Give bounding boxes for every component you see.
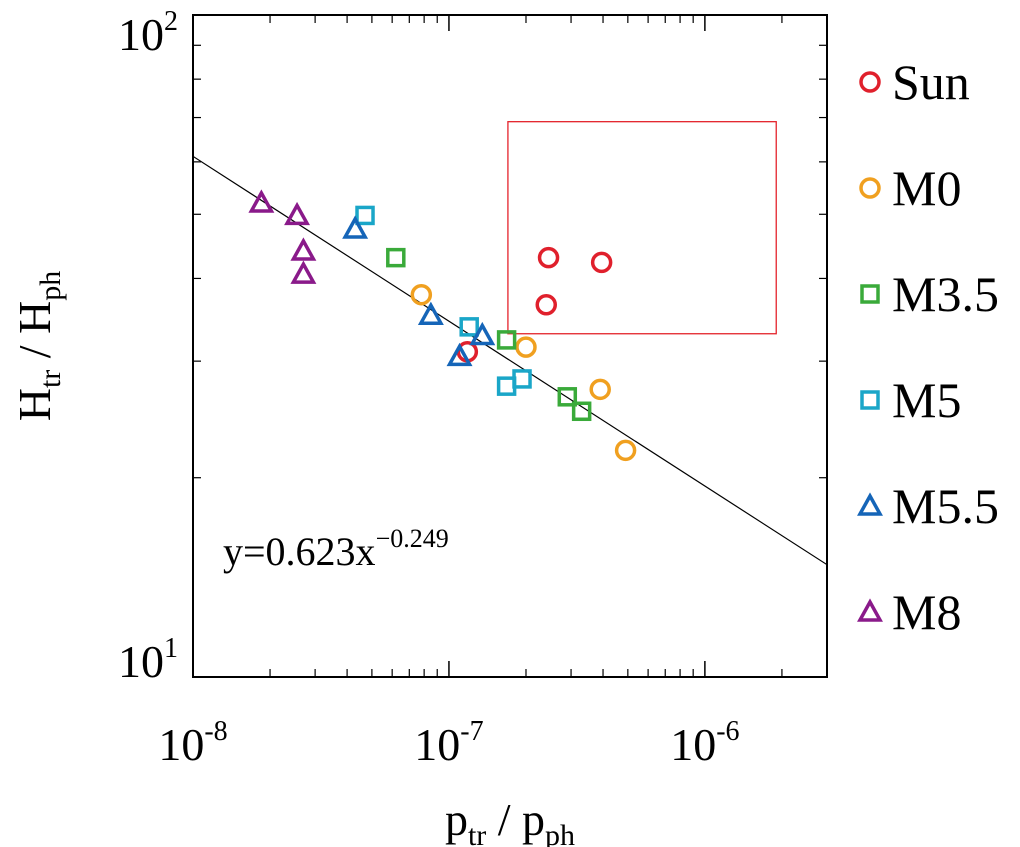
- fit-equation: y=0.623x−0.249: [223, 524, 449, 574]
- legend-marker-m8: [857, 598, 883, 622]
- point-m8: [284, 201, 311, 226]
- fit-equation-exponent: −0.249: [376, 524, 449, 553]
- point-m5: [496, 376, 517, 396]
- legend-item-m5: M5: [860, 372, 961, 428]
- data-points: [248, 189, 637, 462]
- legend-item-m3-5: M3.5: [860, 266, 999, 322]
- highlight-box: [507, 121, 777, 335]
- point-m0: [589, 378, 611, 401]
- point-m5: [355, 205, 375, 226]
- point-m0: [515, 336, 537, 358]
- point-m8: [290, 237, 317, 261]
- x-axis-label: ptr / pph: [445, 794, 575, 847]
- point-m3-5: [557, 387, 578, 407]
- legend-label-m0: M0: [892, 160, 961, 216]
- point-m5-5: [469, 321, 496, 346]
- y-tick-labels: 101 102: [118, 6, 178, 687]
- fit-equation-main: y=0.623x: [223, 529, 376, 574]
- y-axis-label: Htr / Hph: [9, 271, 67, 422]
- point-m5-5: [417, 301, 444, 325]
- point-m5-5: [446, 342, 473, 367]
- point-m3-5: [386, 247, 406, 268]
- legend-label-m3-5: M3.5: [892, 266, 999, 322]
- x-tick-labels: 10-8 10-7 10-6: [158, 716, 739, 770]
- legend-label-m5: M5: [892, 372, 961, 428]
- point-m0: [614, 439, 637, 462]
- x-tick-label: 10-7: [414, 716, 483, 770]
- legend-marker-m5: [860, 390, 880, 410]
- legend-label-m5-5: M5.5: [892, 478, 999, 534]
- legend-label-m8: M8: [892, 584, 961, 640]
- plot-frame: [192, 14, 828, 678]
- y-tick-label: 101: [118, 633, 178, 687]
- x-tick-label: 10-8: [158, 716, 227, 770]
- legend-item-sun: Sun: [859, 54, 970, 110]
- point-sun: [537, 246, 560, 269]
- minor-ticks: [193, 15, 828, 677]
- x-tick-label: 10-6: [670, 716, 739, 770]
- point-m5: [459, 317, 479, 337]
- legend-marker-m3-5: [860, 284, 880, 304]
- legend: Sun M0 M3.5 M5 M5.5 M8: [857, 54, 999, 640]
- point-sun: [535, 294, 558, 316]
- legend-item-m5-5: M5.5: [857, 478, 999, 534]
- point-m3-5: [496, 330, 517, 350]
- legend-item-m8: M8: [857, 584, 961, 640]
- point-m8: [248, 189, 275, 213]
- point-sun: [590, 251, 613, 274]
- legend-marker-sun: [859, 71, 881, 93]
- fit-line: [193, 155, 827, 566]
- legend-label-sun: Sun: [892, 54, 970, 110]
- legend-marker-m5-5: [857, 492, 883, 516]
- point-m0: [410, 283, 433, 306]
- legend-marker-m0: [859, 177, 881, 199]
- point-m8: [290, 260, 317, 284]
- point-m5-5: [342, 215, 369, 239]
- point-m3-5: [571, 401, 592, 422]
- major-ticks: [192, 14, 827, 678]
- legend-item-m0: M0: [859, 160, 961, 216]
- y-tick-label: 102: [118, 6, 178, 60]
- point-m5: [512, 369, 532, 389]
